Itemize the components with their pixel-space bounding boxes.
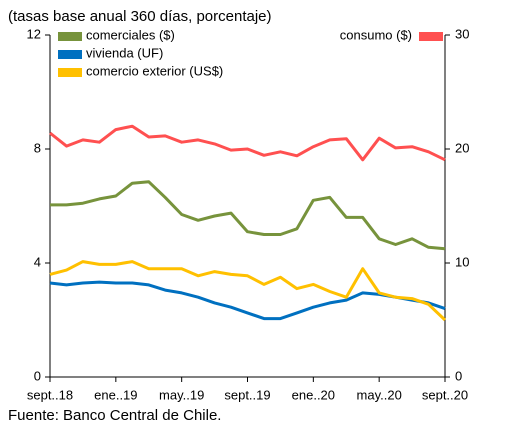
x-tick-label: ene..19	[94, 387, 137, 402]
x-tick-label: may..19	[159, 387, 204, 402]
y-tick-label: 8	[34, 140, 41, 155]
x-tick-label: sept..19	[224, 387, 270, 402]
series-line	[49, 124, 446, 162]
legend-label: vivienda (UF)	[86, 45, 163, 60]
series-line	[50, 180, 446, 251]
series-line	[49, 280, 446, 321]
series-line	[49, 260, 447, 322]
y-tick-label: 12	[27, 26, 41, 41]
legend-label: comercio exterior (US$)	[86, 63, 223, 78]
legend-swatch	[58, 32, 82, 41]
y2-tick-label: 10	[455, 254, 469, 269]
y2-tick-label: 0	[455, 368, 462, 383]
y-tick-label: 0	[34, 368, 41, 383]
chart-subtitle: (tasas base anual 360 días, porcentaje)	[8, 8, 272, 25]
x-tick-label: may..20	[357, 387, 402, 402]
y2-tick-label: 30	[455, 26, 469, 41]
x-tick-label: sept..20	[422, 387, 468, 402]
source-note: Fuente: Banco Central de Chile.	[8, 407, 221, 424]
legend-label: consumo ($)	[340, 27, 412, 42]
x-tick-label: sept..18	[27, 387, 73, 402]
y2-tick-label: 20	[455, 140, 469, 155]
legend-label: comerciales ($)	[86, 27, 175, 42]
legend-swatch	[419, 32, 443, 41]
legend-swatch	[58, 50, 82, 59]
legend-swatch	[58, 68, 82, 77]
y-tick-label: 4	[34, 254, 41, 269]
x-tick-label: ene..20	[292, 387, 335, 402]
